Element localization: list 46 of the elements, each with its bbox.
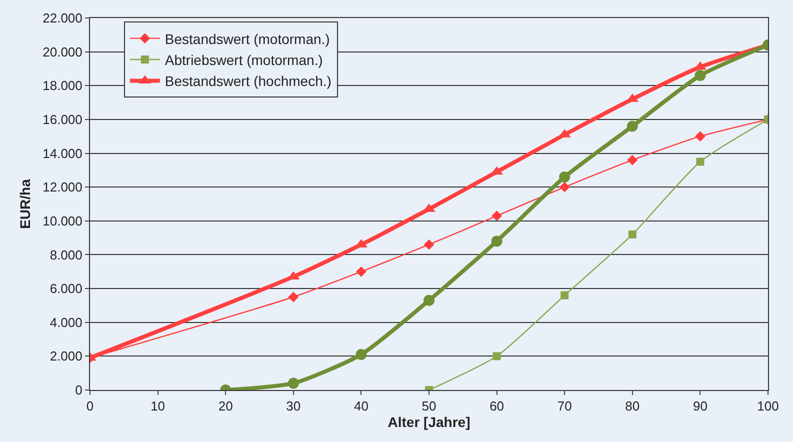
x-axis-title: Alter [Jahre]	[388, 414, 470, 430]
point	[559, 171, 570, 182]
y-tick-label: 8.000	[50, 247, 82, 262]
legend-label: Abtriebswert (motorman.)	[164, 52, 323, 68]
point	[424, 239, 434, 250]
y-tick-label: 6.000	[50, 281, 82, 296]
point	[696, 158, 704, 166]
point	[356, 348, 367, 360]
x-tick-label: 90	[692, 398, 708, 414]
x-tick-label: 0	[86, 398, 94, 414]
legend-label: Bestandswert (motorman.)	[164, 30, 330, 47]
point	[492, 210, 502, 222]
point	[626, 120, 638, 132]
y-tick-label: 14.000	[42, 146, 82, 161]
point	[559, 182, 570, 192]
y-tick-label: 10.000	[42, 213, 82, 228]
x-tick-label: 100	[757, 398, 779, 414]
x-tick-label: 80	[625, 398, 640, 414]
x-tick-label: 20	[218, 398, 233, 414]
legend-label: Bestandswert (hochmech.)	[164, 73, 332, 90]
y-tick-label: 16.000	[42, 112, 82, 127]
x-tick-label: 60	[490, 398, 504, 414]
y-tick-label: 2.000	[50, 348, 82, 364]
point	[560, 291, 569, 300]
y-tick-label: 20.000	[42, 44, 82, 60]
point	[695, 131, 706, 142]
y-tick-label: 12.000	[42, 180, 82, 195]
point	[424, 294, 434, 306]
x-tick-label: 70	[557, 398, 572, 414]
x-tick-label: 10	[150, 398, 166, 414]
point	[627, 154, 638, 166]
x-tick-label: 30	[286, 398, 301, 414]
y-tick-label: 4.000	[50, 314, 82, 330]
x-tick-label: 50	[422, 398, 436, 414]
y-tick-label: 18.000	[42, 78, 82, 94]
point	[288, 292, 299, 302]
point	[356, 266, 366, 277]
x-tick-label: 40	[354, 398, 368, 414]
point	[288, 378, 299, 389]
y-axis-title: EUR/ha	[17, 178, 34, 229]
point	[628, 230, 636, 238]
y-tick-label: 0	[75, 382, 82, 398]
y-tick-label: 22.000	[42, 10, 82, 26]
point	[492, 352, 501, 360]
point	[491, 236, 502, 247]
point	[694, 70, 706, 81]
